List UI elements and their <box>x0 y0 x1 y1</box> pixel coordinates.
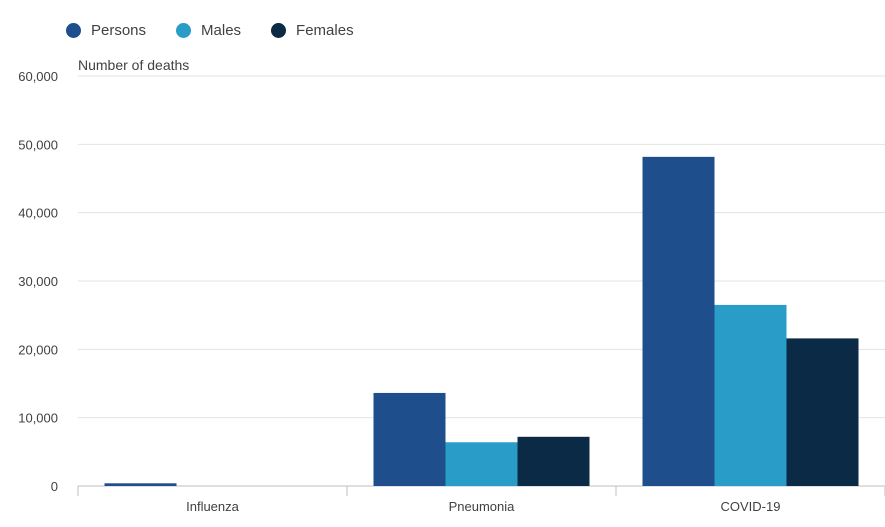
legend-swatch-males <box>176 23 192 38</box>
y-tick-label: 50,000 <box>18 137 58 152</box>
legend-label-persons: Persons <box>91 22 147 39</box>
bar-persons-pneumonia <box>373 392 446 486</box>
bar-persons-influenza <box>104 483 177 486</box>
legend-label-females: Females <box>296 22 354 39</box>
bar-females-pneumonia <box>517 436 590 486</box>
legend-swatch-persons <box>66 23 81 38</box>
x-tick-label: Influenza <box>186 499 240 514</box>
bar-persons-covid-19 <box>642 156 715 487</box>
bar-males-covid-19 <box>714 304 787 486</box>
legend-item-males: Males <box>176 22 241 39</box>
y-tick-label: 30,000 <box>18 274 58 289</box>
y-axis-label: Number of deaths <box>78 57 190 73</box>
bar-females-covid-19 <box>786 338 859 486</box>
y-tick-label: 0 <box>51 479 58 494</box>
x-tick-label: Pneumonia <box>449 499 516 514</box>
legend-item-persons: Persons <box>66 22 146 39</box>
x-tick-label: COVID-19 <box>721 499 781 514</box>
legend-swatch-females <box>271 23 287 38</box>
y-tick-label: 40,000 <box>18 206 58 221</box>
chart-legend: Persons Males Females <box>66 22 384 39</box>
legend-label-males: Males <box>201 22 242 39</box>
y-tick-label: 10,000 <box>18 411 58 426</box>
legend-item-females: Females <box>271 22 354 39</box>
y-tick-label: 20,000 <box>18 342 58 357</box>
y-tick-label: 60,000 <box>18 69 58 84</box>
bar-males-pneumonia <box>445 442 518 486</box>
